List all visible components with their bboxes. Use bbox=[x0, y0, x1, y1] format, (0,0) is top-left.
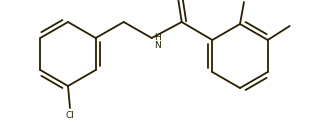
Text: N: N bbox=[154, 41, 161, 50]
Text: H: H bbox=[154, 33, 161, 42]
Text: Cl: Cl bbox=[66, 111, 74, 120]
